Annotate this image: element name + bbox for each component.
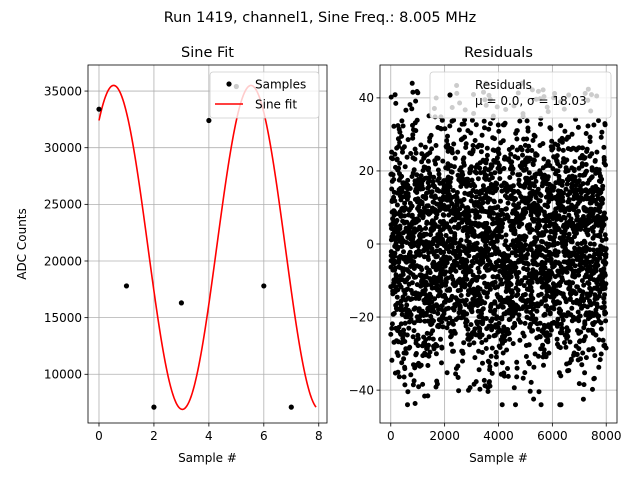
sine-fit-line <box>98 84 317 411</box>
legend-label-fit: Sine fit <box>255 98 297 112</box>
legend: Samples Sine fit <box>209 71 320 119</box>
y-tick-label: 10000 <box>44 368 82 382</box>
x-tick-label: 8000 <box>591 429 622 443</box>
legend-box <box>429 71 612 119</box>
x-tick-label: 2000 <box>429 429 460 443</box>
x-tick-label: 4000 <box>483 429 514 443</box>
axes-frame <box>87 64 328 424</box>
y-tick-label: 30000 <box>44 141 82 155</box>
chart-title: Sine Fit <box>181 45 234 61</box>
legend-label-samples: Samples <box>255 78 306 92</box>
legend-box <box>209 71 320 119</box>
sine-fit-chart: 0 2 4 6 8 10000 15000 20000 25000 30000 35000 Sine … <box>15 45 328 465</box>
residuals-chart: 0 2000 4000 6000 8000 −40 −20 0 20 40 Residuals Sam… <box>349 45 622 465</box>
y-tick-label: 0 <box>366 237 374 251</box>
residual-scatter <box>388 80 609 408</box>
x-tick-label: 2 <box>150 429 158 443</box>
residual-points <box>388 80 609 408</box>
x-tick-label: 6000 <box>537 429 568 443</box>
sample-point <box>261 283 267 289</box>
y-tick-label: 20000 <box>44 254 82 268</box>
x-axis-label: Sample # <box>178 451 237 465</box>
sample-point <box>151 404 157 410</box>
y-tick-label: 40 <box>359 91 374 105</box>
sample-point <box>123 283 130 289</box>
x-axis-label: Sample # <box>469 451 528 465</box>
legend-marker-samples <box>226 81 232 87</box>
x-tick-label: 6 <box>260 429 268 443</box>
legend-label-stats: μ = 0.0, σ = 18.03 <box>475 94 587 108</box>
axes-frame <box>379 64 618 424</box>
sample-point <box>96 106 102 112</box>
y-tick-label: 15000 <box>44 311 82 325</box>
sample-point <box>178 300 185 306</box>
sample-point <box>206 117 212 124</box>
chart-title: Residuals <box>464 45 533 61</box>
x-tick-label: 8 <box>315 429 323 443</box>
x-tick-label: 0 <box>387 429 395 443</box>
y-axis-label: ADC Counts <box>15 208 29 280</box>
y-tick-label: −40 <box>349 383 374 397</box>
x-tick-label: 0 <box>95 429 103 443</box>
sample-point <box>288 404 294 410</box>
legend-marker-residuals <box>447 92 453 98</box>
y-tick-label: −20 <box>349 310 374 324</box>
figure-suptitle: Run 1419, channel1, Sine Freq.: 8.005 MH… <box>164 10 477 26</box>
y-tick-label: 20 <box>359 164 374 178</box>
legend: Residuals μ = 0.0, σ = 18.03 <box>429 71 612 119</box>
y-tick-label: 35000 <box>44 84 82 98</box>
y-tick-label: 25000 <box>44 198 82 212</box>
x-tick-label: 4 <box>205 429 213 443</box>
legend-label-residuals: Residuals <box>475 78 532 92</box>
